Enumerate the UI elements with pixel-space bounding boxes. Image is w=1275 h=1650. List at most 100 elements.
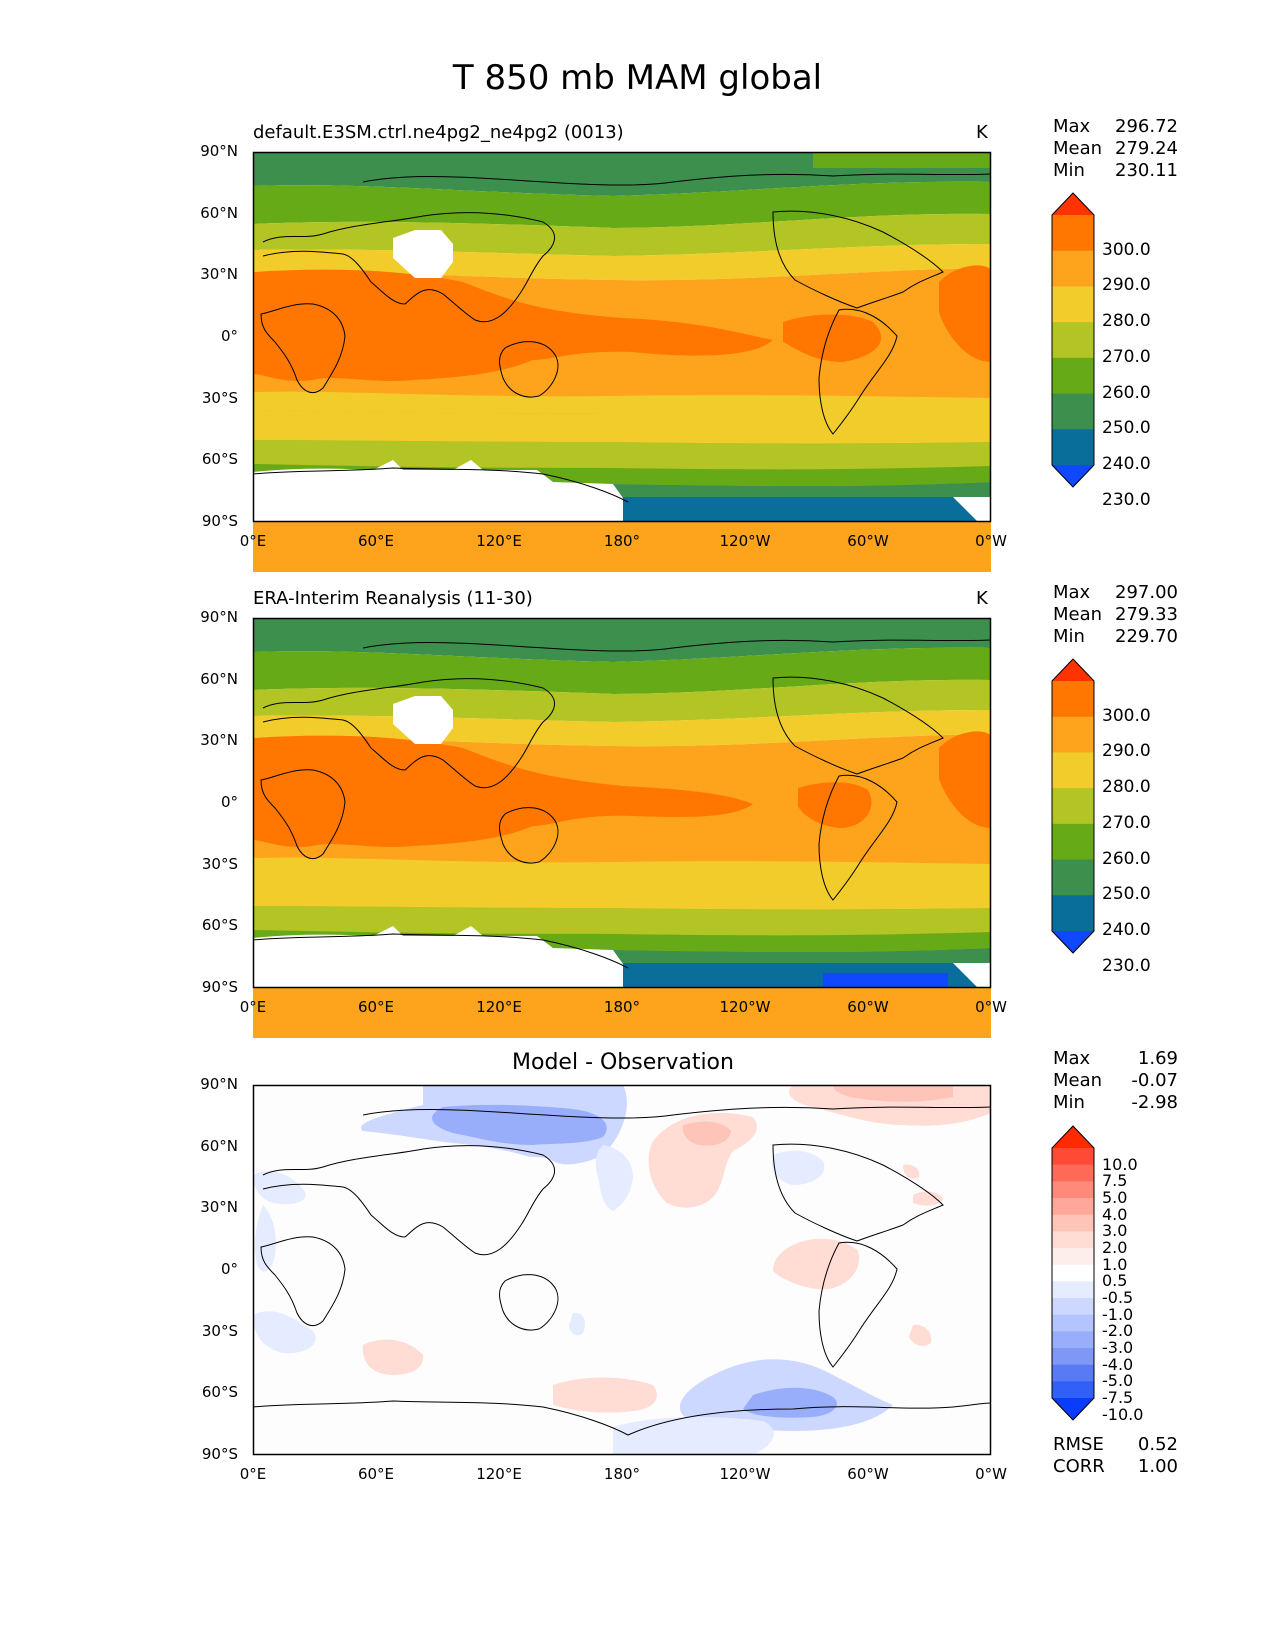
stat-min-value: -2.98 xyxy=(1131,1092,1178,1113)
stat-min-value: 230.11 xyxy=(1115,160,1178,181)
lat-tick: 30°N xyxy=(200,265,238,283)
lon-tick: 60°W xyxy=(847,998,889,1016)
lat-tick: 30°S xyxy=(201,1322,238,1340)
colorbar-extend-top xyxy=(1052,1126,1094,1148)
colorbar-tick-label: 5.0 xyxy=(1102,1188,1128,1207)
colorbar-segment xyxy=(1052,1181,1094,1199)
colorbar-tick-label: 0.5 xyxy=(1102,1271,1128,1291)
colorbar-segment xyxy=(1052,215,1094,252)
obs-map xyxy=(252,617,992,1038)
lon-tick: 120°E xyxy=(476,1465,522,1483)
corr-label: CORR xyxy=(1053,1456,1105,1477)
colorbar-segment xyxy=(1052,1364,1094,1382)
lon-tick: 0°W xyxy=(975,1465,1007,1483)
colorbar-tick-label: 270.0 xyxy=(1102,812,1151,833)
colorbar-tick-label: 7.5 xyxy=(1102,1171,1128,1191)
colorbar-tick-label: 270.0 xyxy=(1102,346,1151,367)
colorbar-segment xyxy=(1052,1331,1094,1349)
lat-tick: 90°S xyxy=(201,978,238,996)
colorbar-tick-label: 1.0 xyxy=(1102,1254,1128,1274)
lon-tick: 120°W xyxy=(719,532,771,550)
stat-mean-value: 279.24 xyxy=(1115,138,1178,159)
colorbar-segment xyxy=(1052,1214,1094,1232)
colorbar-segment xyxy=(1052,429,1094,466)
lon-tick: 0°E xyxy=(239,532,267,550)
colorbar-outline xyxy=(1051,658,1095,954)
colorbar-segment xyxy=(1052,1381,1094,1399)
lat-tick: 90°S xyxy=(201,512,238,530)
stat-min-label: Min xyxy=(1053,626,1085,647)
colorbar-segment xyxy=(1052,716,1094,753)
lon-tick: 60°E xyxy=(357,1465,395,1483)
colorbar-tick-label: -7.5 xyxy=(1102,1388,1134,1407)
colorbar-segment xyxy=(1052,1264,1094,1282)
panel-model-units: K xyxy=(976,122,988,143)
colorbar-extend-top xyxy=(1052,193,1094,215)
colorbar-outline xyxy=(1051,1125,1095,1421)
colorbar-tick-label: -0.5 xyxy=(1102,1288,1134,1307)
colorbar-tick-label: 250.0 xyxy=(1102,884,1151,905)
lon-tick: 120°E xyxy=(476,998,522,1016)
rmse-label: RMSE xyxy=(1053,1434,1104,1455)
colorbar-segment xyxy=(1052,752,1094,789)
colorbar-tick-label: 300.0 xyxy=(1102,705,1151,726)
lat-tick: 30°N xyxy=(200,1198,238,1216)
lat-tick: 0° xyxy=(220,327,238,345)
colorbar-tick-label: 240.0 xyxy=(1102,454,1151,474)
lat-tick: 60°N xyxy=(200,670,238,688)
colorbar-tick-label: 300.0 xyxy=(1102,239,1151,260)
lat-tick: 90°N xyxy=(200,608,238,626)
colorbar-segment xyxy=(1052,1298,1094,1316)
lon-tick: 120°W xyxy=(719,1465,771,1483)
colorbar-tick-label: 2.0 xyxy=(1102,1238,1128,1257)
colorbar-tick-label: 10.0 xyxy=(1102,1154,1138,1174)
corr-value: 1.00 xyxy=(1137,1456,1178,1477)
colorbar-segment xyxy=(1052,681,1094,718)
colorbar-extend-bottom xyxy=(1052,931,1094,953)
colorbar-tick-label: 4.0 xyxy=(1102,1204,1128,1224)
model-map xyxy=(252,151,992,572)
colorbar-segment xyxy=(1052,1348,1094,1366)
colorbar-tick-label: 3.0 xyxy=(1102,1221,1128,1241)
colorbar-tick-label: 280.0 xyxy=(1102,777,1151,798)
lon-tick: 180° xyxy=(603,1465,641,1483)
stat-mean-label: Mean xyxy=(1053,604,1103,625)
stat-mean-label: Mean xyxy=(1053,138,1103,159)
lat-tick: 30°S xyxy=(201,855,238,873)
colorbar-extend-top xyxy=(1052,659,1094,681)
lon-tick: 0°E xyxy=(239,998,267,1016)
colorbar-extend-bottom xyxy=(1052,1398,1094,1420)
colorbar-tick-label: 260.0 xyxy=(1102,382,1151,403)
colorbar-segment xyxy=(1052,393,1094,430)
colorbar-tick-label: 230.0 xyxy=(1102,955,1151,976)
model-colorbar xyxy=(1051,192,1095,488)
lon-tick: 120°W xyxy=(719,998,771,1016)
panel-diff-title: Model - Observation xyxy=(512,1050,734,1075)
colorbar-segment xyxy=(1052,322,1094,359)
stat-max-label: Max xyxy=(1053,116,1091,137)
stat-mean-label: Mean xyxy=(1053,1070,1103,1091)
colorbar-segment xyxy=(1052,1148,1094,1166)
panel-obs-title: ERA-Interim Reanalysis (11-30) xyxy=(253,588,533,609)
colorbar-tick-label: -1.0 xyxy=(1102,1304,1134,1324)
diff-colorbar xyxy=(1051,1125,1095,1421)
lat-tick: 30°N xyxy=(200,731,238,749)
stat-min-label: Min xyxy=(1053,1092,1085,1113)
colorbar-extend-bottom xyxy=(1052,465,1094,487)
panel-model-title: default.E3SM.ctrl.ne4pg2_ne4pg2 (0013) xyxy=(253,122,624,143)
lat-tick: 0° xyxy=(220,1260,238,1278)
colorbar-segment xyxy=(1052,823,1094,861)
rmse-value: 0.52 xyxy=(1137,1434,1178,1455)
diff-map xyxy=(252,1084,992,1456)
colorbar-tick-label: -3.0 xyxy=(1102,1338,1134,1357)
stat-min-label: Min xyxy=(1053,160,1085,181)
colorbar-segment xyxy=(1052,788,1094,825)
lon-tick: 60°E xyxy=(357,998,395,1016)
lon-tick: 60°W xyxy=(847,1465,889,1483)
lon-tick: 60°W xyxy=(847,532,889,550)
lat-tick: 60°S xyxy=(201,916,238,934)
lon-tick: 60°E xyxy=(357,532,395,550)
stat-mean-value: -0.07 xyxy=(1131,1070,1178,1091)
figure-title: T 850 mb MAM global xyxy=(452,58,823,98)
colorbar-segment xyxy=(1052,357,1094,395)
